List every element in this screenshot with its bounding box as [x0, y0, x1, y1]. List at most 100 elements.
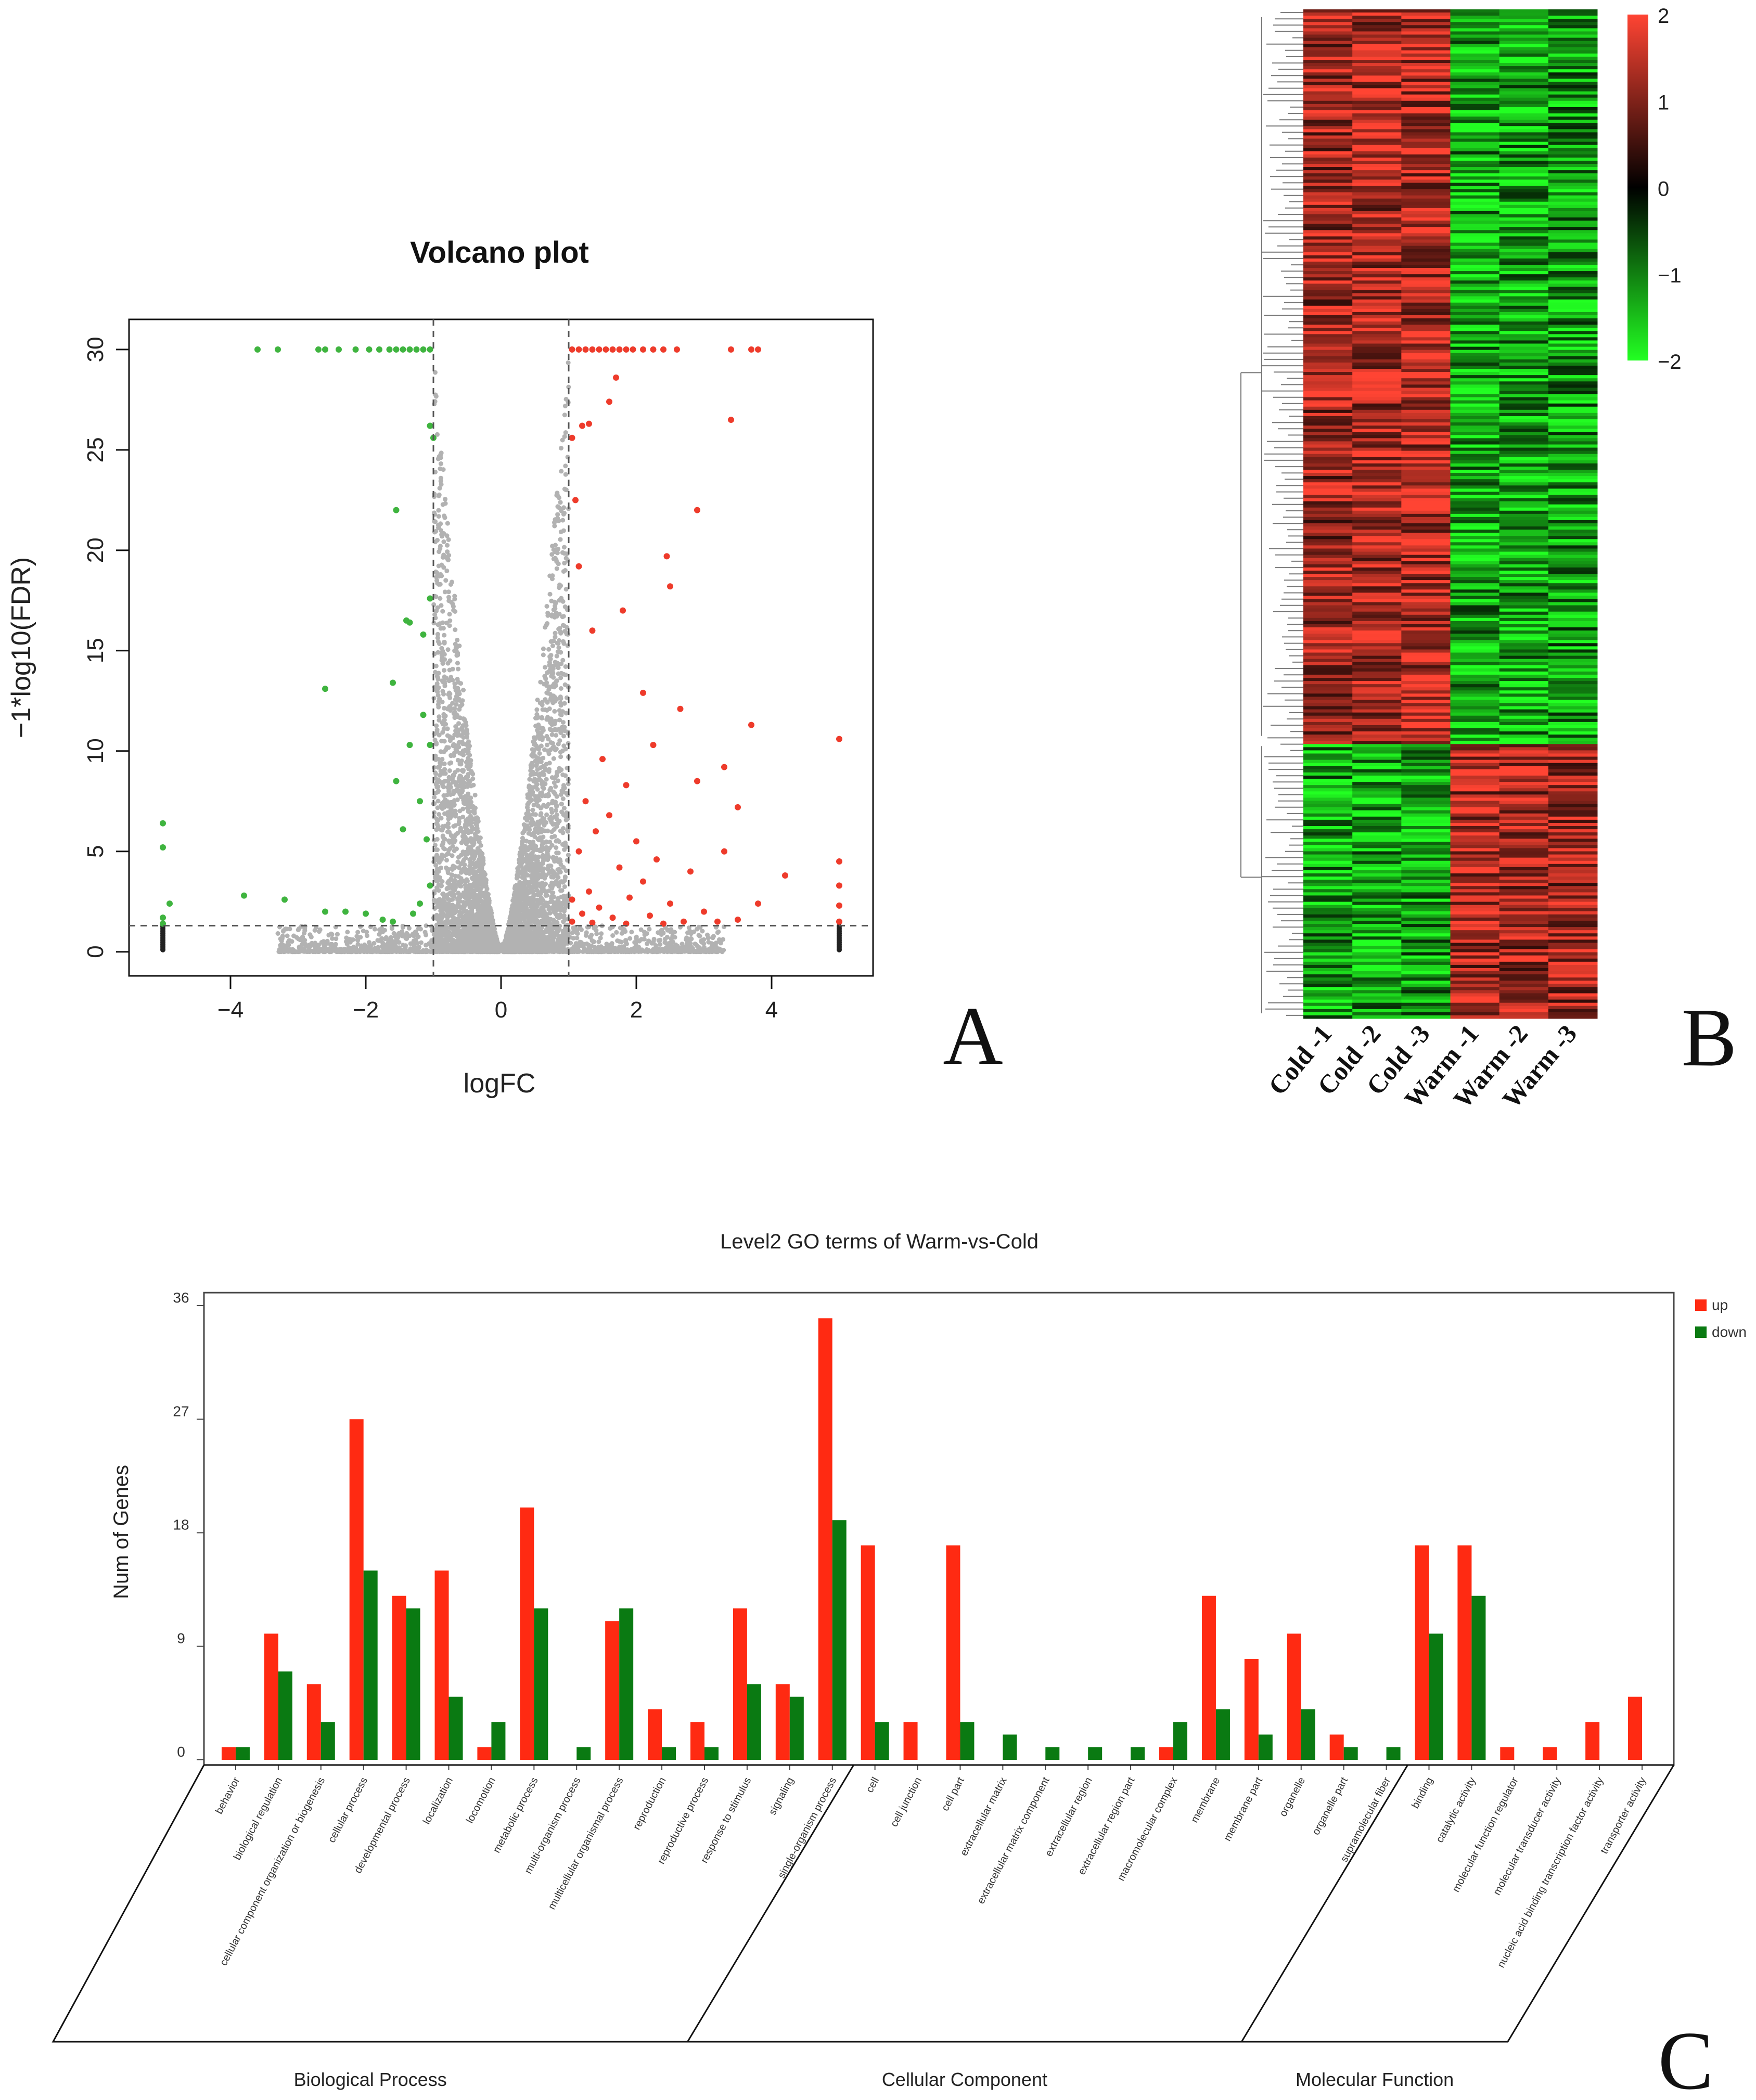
heatmap-cell	[1352, 819, 1402, 823]
heatmap-cell	[1499, 652, 1549, 656]
heatmap-cell	[1401, 204, 1451, 209]
heatmap-cell	[1548, 450, 1598, 455]
heatmap-cell	[1499, 409, 1549, 414]
heatmap-cell	[1450, 775, 1500, 779]
heatmap-cell	[1499, 170, 1549, 174]
heatmap-cell	[1303, 999, 1353, 1003]
heatmap-cell	[1450, 117, 1500, 120]
heatmap-cell	[1352, 381, 1402, 385]
heatmap-cell	[1499, 596, 1549, 599]
heatmap-cell	[1352, 1009, 1402, 1013]
heatmap-cell	[1499, 920, 1549, 924]
heatmap-cell	[1352, 580, 1402, 584]
heatmap-cell	[1303, 167, 1353, 171]
heatmap-cell	[1450, 880, 1500, 883]
heatmap-cell	[1499, 353, 1549, 357]
heatmap-cell	[1401, 406, 1451, 410]
heatmap-cell	[1450, 236, 1500, 240]
heatmap-cell	[1401, 914, 1451, 918]
heatmap-cell	[1352, 252, 1402, 256]
heatmap-cell	[1450, 305, 1500, 310]
heatmap-cell	[1401, 353, 1451, 357]
heatmap-cell	[1352, 195, 1402, 199]
heatmap-cell	[1450, 797, 1500, 801]
heatmap-cell	[1352, 331, 1402, 334]
heatmap-cell	[1548, 85, 1598, 89]
heatmap-cell	[1401, 665, 1451, 669]
heatmap-cell	[1401, 895, 1451, 899]
heatmap-cell	[1548, 148, 1598, 152]
heatmap-cell	[1548, 217, 1598, 221]
heatmap-cell	[1548, 510, 1598, 514]
heatmap-cell	[1548, 977, 1598, 981]
heatmap-cell	[1303, 596, 1353, 599]
heatmap-cell	[1401, 504, 1451, 508]
heatmap-cell	[1499, 221, 1549, 224]
heatmap-cell	[1548, 819, 1598, 823]
heatmap-cell	[1548, 877, 1598, 880]
heatmap-cell	[1352, 567, 1402, 571]
heatmap-cell	[1352, 668, 1402, 672]
heatmap-cell	[1548, 930, 1598, 934]
go-y-tick-label: 36	[173, 1290, 189, 1306]
heatmap-cell	[1352, 523, 1402, 527]
heatmap-cell	[1499, 709, 1549, 713]
heatmap-cell	[1303, 602, 1353, 606]
heatmap-cell	[1450, 898, 1500, 903]
heatmap-cell	[1401, 290, 1451, 294]
heatmap-cell	[1499, 19, 1549, 22]
heatmap-cell	[1450, 492, 1500, 495]
heatmap-cell	[1401, 334, 1451, 338]
heatmap-cell	[1450, 217, 1500, 221]
heatmap-cell	[1548, 920, 1598, 924]
heatmap-cell	[1548, 413, 1598, 417]
heatmap-cell	[1548, 268, 1598, 272]
volcano-point-up	[694, 507, 700, 513]
heatmap-cell	[1303, 580, 1353, 584]
heatmap-cell	[1499, 886, 1549, 890]
heatmap-cell	[1548, 659, 1598, 663]
go-bar-up	[264, 1633, 278, 1760]
heatmap-cell	[1499, 59, 1549, 63]
heatmap-cell	[1548, 264, 1598, 268]
heatmap-cell	[1548, 107, 1598, 111]
heatmap-cell	[1352, 214, 1402, 218]
heatmap-cell	[1352, 971, 1402, 975]
heatmap-cell	[1401, 381, 1451, 385]
heatmap-cell	[1303, 236, 1353, 240]
heatmap-cell	[1548, 160, 1598, 164]
volcano-point-up	[728, 346, 734, 353]
heatmap-cell	[1303, 160, 1353, 164]
heatmap-cell	[1499, 703, 1549, 707]
volcano-point-up	[728, 416, 734, 423]
heatmap-cell	[1352, 479, 1402, 483]
heatmap-cell	[1548, 476, 1598, 480]
heatmap-cell	[1548, 25, 1598, 29]
heatmap-cell	[1303, 630, 1353, 634]
heatmap-cell	[1548, 447, 1598, 452]
heatmap-cell	[1450, 498, 1500, 502]
heatmap-cell	[1303, 662, 1353, 666]
heatmap-cell	[1352, 315, 1402, 319]
heatmap-cell	[1499, 498, 1549, 502]
heatmap-cell	[1450, 334, 1500, 338]
go-y-tick-label: 18	[173, 1517, 189, 1533]
volcano-point-up	[575, 848, 582, 855]
heatmap-cell	[1401, 791, 1451, 795]
heatmap-cell	[1401, 287, 1451, 290]
heatmap-cell	[1548, 842, 1598, 845]
heatmap-cell	[1499, 66, 1549, 70]
heatmap-cell	[1352, 138, 1402, 143]
legend-down-swatch	[1695, 1326, 1707, 1338]
heatmap-cell	[1450, 16, 1500, 19]
heatmap-cell	[1352, 829, 1402, 833]
heatmap-cell	[1548, 523, 1598, 527]
heatmap-cell	[1401, 835, 1451, 839]
volcano-point-up	[701, 908, 707, 915]
heatmap-cell	[1352, 993, 1402, 997]
heatmap-cell	[1548, 22, 1598, 25]
heatmap-cell	[1303, 343, 1353, 347]
heatmap-cell	[1303, 886, 1353, 890]
heatmap-cell	[1548, 135, 1598, 139]
heatmap-cell	[1352, 189, 1402, 193]
